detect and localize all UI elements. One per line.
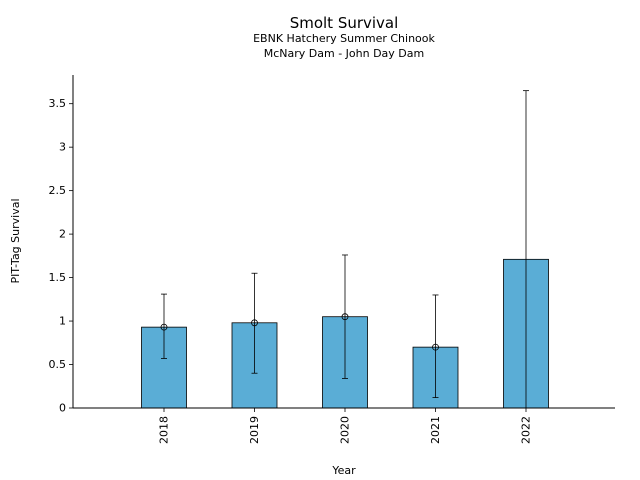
error-bars — [161, 90, 529, 409]
y-axis-label: PIT-Tag Survival — [9, 198, 22, 283]
point-marker-2021 — [432, 343, 439, 351]
y-tick-label-0.5: 0.5 — [49, 358, 67, 371]
chart-subtitle-line-2: McNary Dam - John Day Dam — [264, 47, 424, 60]
chart-title: Smolt Survival — [290, 14, 399, 32]
point-marker-2020 — [341, 313, 349, 321]
x-tick-label-2019: 2019 — [248, 416, 261, 444]
y-tick-label-3: 3 — [59, 141, 66, 154]
point-marker-2018 — [160, 323, 168, 331]
y-tick-label-3.5: 3.5 — [49, 97, 67, 110]
y-tick-label-1: 1 — [59, 315, 66, 328]
y-tick-label-2: 2 — [59, 228, 66, 241]
y-tick-label-1.5: 1.5 — [49, 271, 67, 284]
chart-subtitle-line-1: EBNK Hatchery Summer Chinook — [253, 32, 435, 45]
x-tick-label-2022: 2022 — [520, 416, 533, 444]
x-tick-label-2021: 2021 — [429, 416, 442, 444]
y-axis-ticks: 0 0.5 1 1.5 2 2.5 3 3.5 — [49, 97, 73, 415]
point-marker-2019 — [251, 319, 258, 327]
y-tick-label-2.5: 2.5 — [49, 184, 67, 197]
point-markers — [160, 313, 439, 351]
x-axis-label: Year — [331, 464, 356, 477]
x-tick-label-2020: 2020 — [339, 416, 352, 444]
y-tick-label-0: 0 — [59, 402, 66, 415]
x-axis-ticks: 2018 2019 2020 2021 2022 — [158, 408, 533, 444]
x-tick-label-2018: 2018 — [158, 416, 171, 444]
